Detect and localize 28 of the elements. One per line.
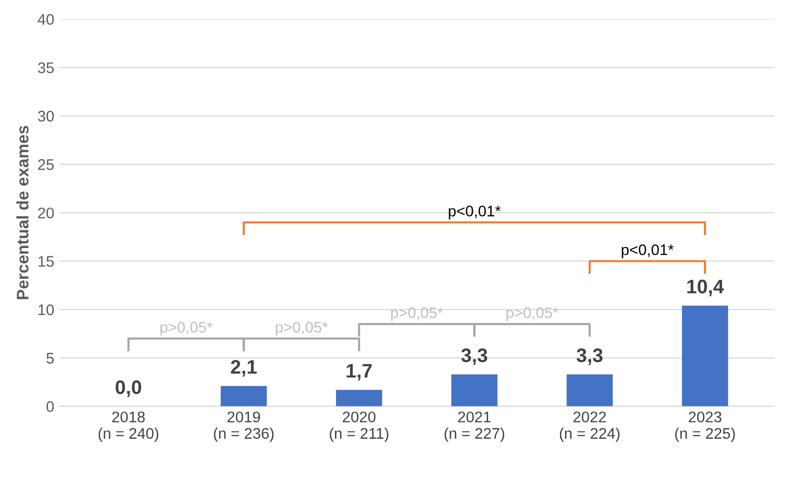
y-tick-label: 0 xyxy=(46,401,54,412)
y-tick-label: 5 xyxy=(46,352,54,364)
annotation: p<0,01* xyxy=(448,206,501,220)
y-tick-label: 20 xyxy=(38,208,54,218)
annotation: p<0,01* xyxy=(622,244,674,258)
annotation: p>0,05* xyxy=(160,322,212,336)
x-tick-label: 2021 (n = 227) xyxy=(444,412,504,442)
y-tick-label: 15 xyxy=(38,256,54,267)
y-axis-title: Percentual de exames xyxy=(16,126,29,300)
y-tick-label: 10 xyxy=(38,304,54,316)
annotation: p>0,05* xyxy=(506,307,558,322)
data-label: 3,3 xyxy=(576,348,603,365)
data-label: 3,3 xyxy=(461,348,488,365)
y-tick-label: 40 xyxy=(38,14,54,25)
data-label: 1,7 xyxy=(346,364,372,380)
data-label: 2,1 xyxy=(230,360,257,377)
x-tick-label: 2019 (n = 236) xyxy=(214,412,274,442)
x-tick-label: 2020 (n = 211) xyxy=(330,412,388,442)
annotation: p>0,05* xyxy=(391,307,444,322)
x-tick-label: 2023 (n = 225) xyxy=(675,412,735,442)
y-tick-label: 35 xyxy=(38,62,54,74)
data-label: 10,4 xyxy=(687,280,724,296)
y-tick-label: 25 xyxy=(38,159,54,170)
y-tick-label: 30 xyxy=(38,110,54,122)
x-tick-label: 2022 (n = 224) xyxy=(560,412,620,442)
annotation: p>0,05* xyxy=(276,322,328,336)
data-label: 0,0 xyxy=(116,380,142,397)
x-tick-label: 2018 (n = 240) xyxy=(98,412,158,442)
